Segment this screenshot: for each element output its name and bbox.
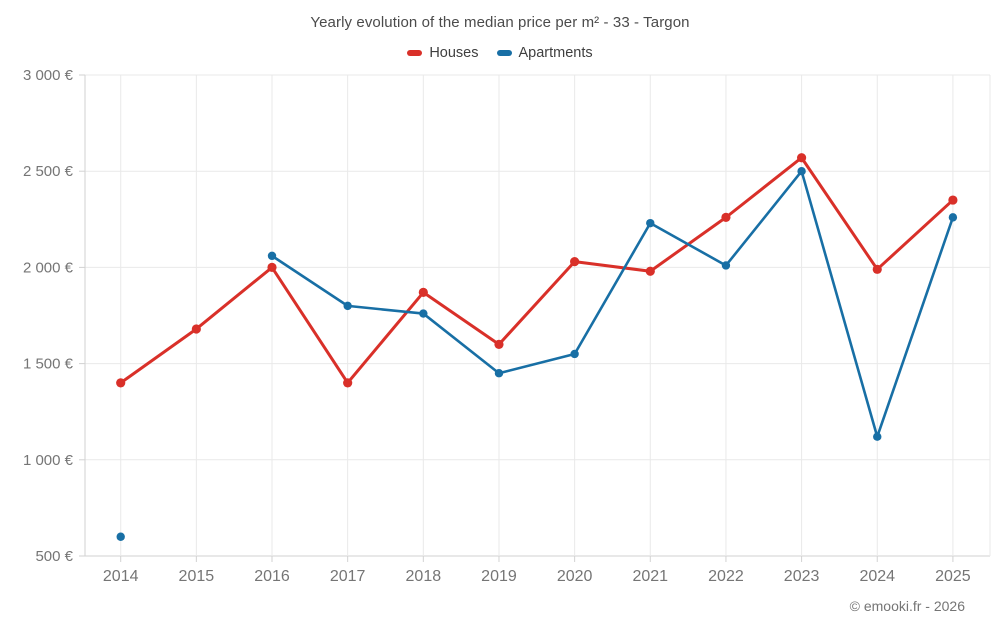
x-axis-tick-label: 2015 bbox=[179, 568, 215, 585]
x-axis-tick-label: 2014 bbox=[103, 568, 139, 585]
legend-item-apartments[interactable]: Apartments bbox=[496, 45, 593, 61]
y-axis-grid: 3 000 € 2 500 € 2 000 € 1 500 € 1 000 € 500 € bbox=[23, 67, 990, 565]
houses-point-2025[interactable] bbox=[948, 195, 958, 205]
x-axis-tick-label: 2024 bbox=[859, 568, 895, 585]
apartments-point-2025[interactable] bbox=[948, 213, 958, 222]
houses-point-2024[interactable] bbox=[872, 264, 882, 274]
x-axis-tick-label: 2016 bbox=[254, 568, 290, 585]
houses-point-2020[interactable] bbox=[570, 257, 580, 267]
houses-point-2022[interactable] bbox=[721, 212, 731, 222]
houses-point-2023[interactable] bbox=[796, 153, 807, 163]
houses-line bbox=[119, 156, 955, 385]
apartments-point-2021[interactable] bbox=[646, 218, 655, 228]
houses-point-2019[interactable] bbox=[494, 339, 504, 349]
legend-item-houses[interactable]: Houses bbox=[407, 45, 479, 61]
x-axis-grid: 2014 2015 2016 2017 2018 2019 2020 2021 2022 2023… bbox=[103, 75, 991, 585]
y-axis-tick-label: 500 € bbox=[35, 548, 73, 565]
apartments-line bbox=[270, 169, 955, 439]
y-axis-tick-label: 2 500 € bbox=[23, 163, 74, 180]
apartments-series bbox=[116, 167, 958, 541]
apartments-point-2014[interactable] bbox=[116, 532, 125, 541]
chart-legend: Houses Apartments bbox=[0, 45, 1000, 61]
y-axis-tick-label: 1 000 € bbox=[23, 452, 74, 469]
apartments-point-2019[interactable] bbox=[494, 369, 504, 378]
x-axis-tick-label: 2025 bbox=[935, 568, 971, 585]
x-axis-tick-label: 2023 bbox=[784, 568, 820, 585]
apartments-point-2022[interactable] bbox=[721, 261, 731, 270]
apartments-point-2020[interactable] bbox=[570, 349, 579, 359]
x-axis-tick-label: 2022 bbox=[708, 568, 744, 585]
y-axis-tick-label: 1 500 € bbox=[23, 356, 74, 373]
apartments-swatch-icon bbox=[496, 50, 512, 56]
houses-swatch-icon bbox=[407, 50, 423, 56]
y-axis-tick-label: 2 000 € bbox=[23, 259, 74, 276]
chart-title: Yearly evolution of the median price per… bbox=[310, 14, 690, 31]
x-axis-tick-label: 2018 bbox=[406, 568, 442, 585]
apartments-point-2017[interactable] bbox=[343, 301, 352, 311]
copyright-credit: © emooki.fr - 2026 bbox=[849, 598, 965, 614]
houses-point-2016[interactable] bbox=[267, 262, 277, 272]
houses-point-2018[interactable] bbox=[418, 287, 428, 298]
legend-label-houses: Houses bbox=[429, 45, 479, 61]
apartments-point-2023[interactable] bbox=[797, 167, 806, 176]
houses-point-2021[interactable] bbox=[645, 266, 655, 276]
houses-point-2017[interactable] bbox=[343, 378, 353, 388]
x-axis-tick-label: 2017 bbox=[330, 568, 366, 585]
y-axis-tick-label: 3 000 € bbox=[23, 67, 74, 84]
houses-point-2015[interactable] bbox=[191, 324, 201, 334]
apartments-point-2016[interactable] bbox=[267, 251, 277, 261]
houses-series bbox=[116, 153, 958, 388]
x-axis-tick-label: 2020 bbox=[557, 568, 593, 585]
x-axis-tick-label: 2021 bbox=[632, 568, 668, 585]
x-axis-tick-label: 2019 bbox=[481, 568, 517, 585]
apartments-point-2018[interactable] bbox=[419, 309, 428, 318]
apartments-point-2024[interactable] bbox=[873, 432, 882, 441]
legend-label-apartments: Apartments bbox=[518, 45, 593, 61]
houses-point-2014[interactable] bbox=[116, 378, 126, 388]
